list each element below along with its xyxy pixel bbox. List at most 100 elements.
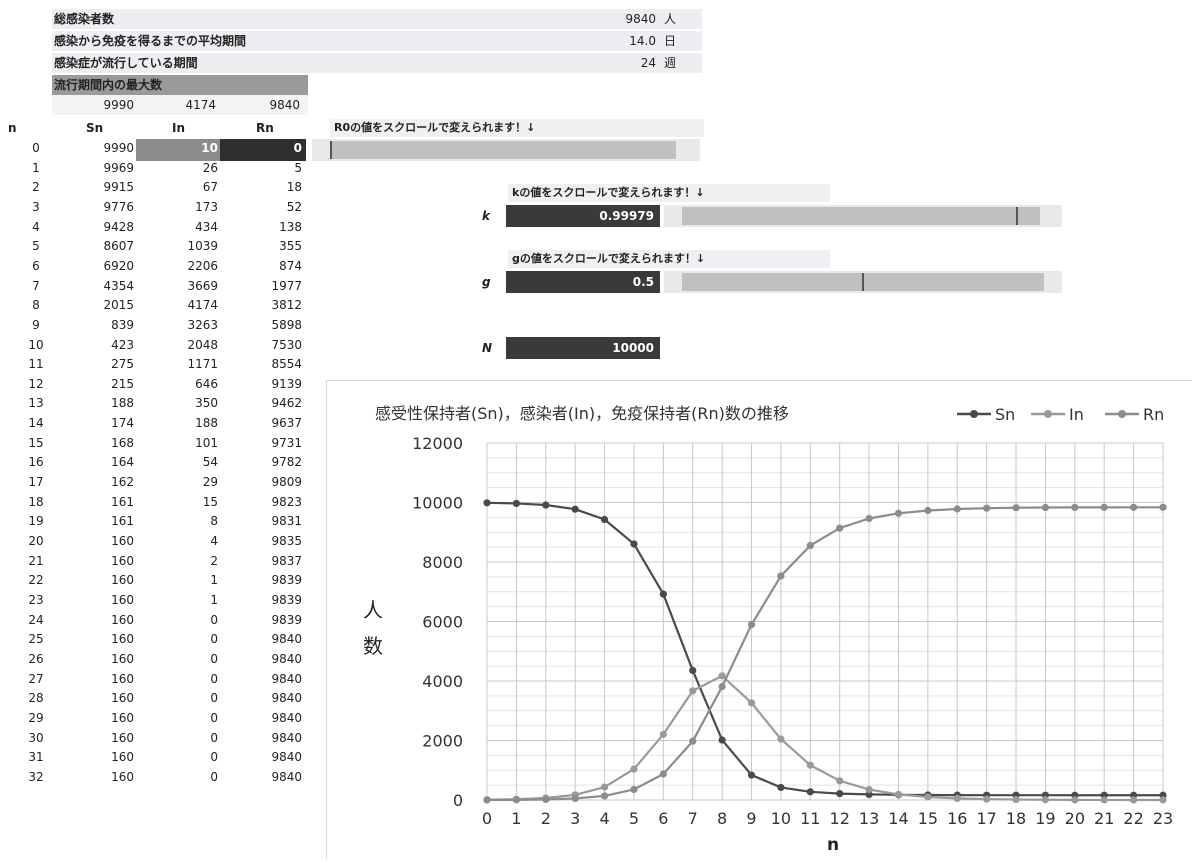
row-in: 2: [210, 553, 218, 568]
row-sn: 160: [111, 710, 134, 725]
row-sn: 188: [111, 396, 134, 411]
row-in: 0: [210, 710, 218, 725]
row-sn: 423: [111, 337, 134, 352]
row-in: 1: [210, 592, 218, 607]
data-point-rn: [1130, 503, 1138, 511]
x-tick-label: 13: [859, 809, 879, 828]
row-sn: 160: [111, 750, 134, 765]
header-in: In: [172, 121, 186, 135]
row-sn: 6920: [103, 258, 134, 273]
data-point-rn: [542, 795, 550, 804]
x-tick-label: 19: [1035, 809, 1055, 828]
data-point-in: [1012, 795, 1020, 804]
x-tick-label: 15: [918, 809, 938, 828]
series-line-sn: [486, 501, 1163, 797]
row-n: 4: [32, 219, 40, 234]
data-point-in: [983, 795, 991, 803]
row-n: 18: [28, 494, 44, 509]
total-infected-label: 総感染者数: [54, 12, 115, 26]
row-in: 3263: [187, 317, 218, 332]
row-rn: 9462: [271, 396, 302, 411]
legend-marker-in: [1044, 410, 1052, 418]
data-point-rn: [600, 792, 609, 800]
data-point-in: [836, 777, 844, 785]
data-point-in: [777, 735, 785, 743]
y-tick-label: 4000: [422, 672, 463, 691]
row-in: 0: [210, 651, 218, 666]
data-point-in: [924, 793, 932, 801]
y-tick-label: 8000: [422, 553, 463, 572]
data-point-rn: [630, 785, 638, 794]
data-point-sn: [836, 790, 844, 798]
row-in: 67: [202, 180, 218, 195]
row-rn: 9840: [271, 730, 302, 745]
row-n: 22: [28, 573, 44, 588]
row-sn: 164: [111, 455, 134, 470]
data-point-rn: [718, 682, 726, 691]
row-sn: 160: [111, 573, 134, 588]
r0-scroll-track-fill: [330, 141, 676, 159]
n-name: N: [482, 341, 493, 355]
row-n: 9: [32, 317, 40, 332]
legend-marker-sn: [970, 410, 978, 418]
row-rn: 9840: [271, 651, 302, 666]
row-in: 434: [195, 219, 218, 234]
row-in: 3669: [187, 278, 218, 293]
max-sn: 9990: [103, 98, 134, 112]
g-scrollbar[interactable]: [664, 271, 1062, 293]
row-rn: 9840: [271, 632, 302, 647]
data-point-rn: [689, 737, 697, 745]
k-value: 0.99979: [506, 205, 660, 227]
row-rn: 9839: [271, 592, 302, 607]
g-scroll-thumb[interactable]: [862, 273, 864, 291]
series-line-rn: [486, 506, 1163, 802]
data-point-rn: [512, 796, 520, 804]
row-n: 25: [28, 632, 44, 647]
legend-marker-rn: [1118, 410, 1126, 418]
data-point-rn: [659, 770, 667, 778]
row-rn: 0: [293, 141, 302, 155]
row-in: 1171: [187, 357, 218, 372]
row-sn: 160: [111, 730, 134, 745]
data-point-in: [718, 672, 726, 680]
row-rn: 9840: [271, 691, 302, 706]
data-point-in: [1041, 796, 1050, 804]
legend-label-sn: Sn: [995, 405, 1015, 424]
avg-period-label: 感染から免疫を得るまでの平均期間: [54, 34, 247, 48]
data-point-in: [630, 765, 638, 773]
row-n: 20: [28, 534, 44, 548]
row-in: 26: [202, 160, 218, 175]
k-scrollbar[interactable]: [664, 205, 1062, 227]
total-infected-unit: 人: [664, 12, 677, 26]
data-point-sn: [630, 540, 638, 548]
row-n: 13: [28, 396, 44, 411]
r0-scrollbar[interactable]: [312, 139, 700, 161]
row-in: 0: [210, 671, 218, 686]
x-tick-label: 8: [717, 809, 727, 828]
row-n: 6: [32, 258, 40, 273]
x-tick-label: 2: [541, 809, 551, 828]
max-in: 4174: [185, 98, 216, 112]
x-tick-label: 6: [658, 809, 668, 828]
row-sn: 160: [111, 651, 134, 666]
row-n: 11: [28, 357, 44, 372]
row-sn: 9776: [103, 199, 134, 214]
data-point-in: [747, 699, 756, 707]
row-n: 27: [28, 671, 44, 686]
k-scroll-thumb[interactable]: [1016, 207, 1018, 225]
x-axis-label: n: [827, 835, 839, 855]
row-in: 10: [201, 141, 218, 155]
r0-scroll-label: R0の値をスクロールで変えられます！↓: [330, 119, 704, 137]
row-in: 0: [210, 750, 218, 765]
data-point-in: [1071, 796, 1079, 804]
legend-label-rn: Rn: [1143, 405, 1164, 424]
row-in: 101: [195, 435, 218, 450]
data-point-sn: [747, 771, 756, 779]
row-sn: 9915: [103, 180, 134, 195]
row-rn: 9840: [271, 671, 302, 686]
epidemic-period-unit: 週: [664, 56, 677, 70]
data-point-in: [1159, 796, 1167, 804]
row-rn: 9839: [271, 612, 302, 627]
r0-scroll-thumb[interactable]: [330, 141, 332, 159]
k-name: k: [482, 209, 490, 223]
